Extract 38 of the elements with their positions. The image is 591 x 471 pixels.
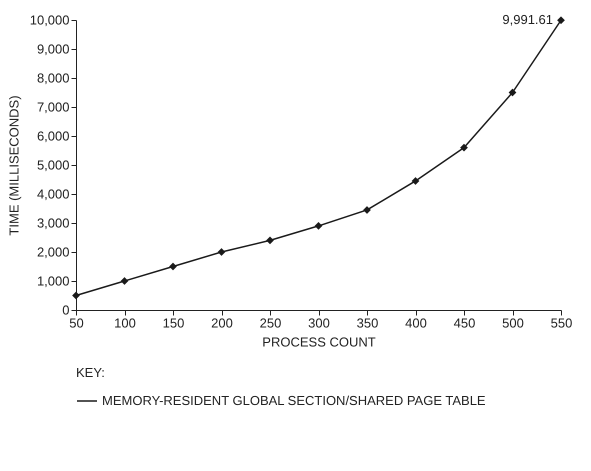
y-tick-label: 8,000: [36, 70, 70, 86]
x-tick-label: 300: [308, 316, 330, 330]
x-axis-title: PROCESS COUNT: [262, 334, 376, 350]
point: [557, 16, 565, 24]
y-tick-label: 7,000: [36, 100, 70, 114]
x-tick-label: 400: [405, 316, 427, 330]
x-tick-label: 500: [502, 316, 524, 330]
point: [218, 248, 226, 256]
point: [120, 277, 128, 285]
x-tick-label: 250: [260, 316, 282, 330]
y-axis-title: TIME (MILLISECONDS): [6, 95, 22, 236]
y-tick-label: 3,000: [36, 216, 70, 230]
y-tick-label: 4,000: [36, 186, 70, 202]
point: [363, 206, 371, 214]
y-tick-label: 2,000: [36, 244, 70, 260]
point: [266, 236, 274, 244]
y-tick-label: 1,000: [36, 274, 70, 288]
y-tick-label: 0: [62, 302, 70, 318]
point: [314, 222, 322, 230]
x-tick-label: 450: [454, 316, 476, 330]
annotation: 9,991.61: [502, 12, 553, 28]
legend-label: MEMORY-RESIDENT GLOBAL SECTION/SHARED PAGE TABLE: [102, 393, 486, 408]
x-tick-label: 550: [550, 316, 572, 330]
point: [72, 292, 80, 300]
point: [460, 144, 468, 152]
y-tick-label: 9,000: [36, 42, 70, 56]
x-tick-label: 100: [114, 316, 136, 330]
point: [169, 262, 177, 270]
legend-title: KEY:: [76, 365, 105, 380]
x-tick-label: 150: [162, 316, 184, 330]
y-tick-label: 5,000: [36, 158, 70, 172]
x-tick-label: 200: [211, 316, 233, 330]
x-tick-label: 50: [69, 316, 84, 330]
y-tick-label: 10,000: [30, 12, 70, 28]
point: [412, 177, 420, 185]
x-tick-label: 350: [356, 316, 378, 330]
y-tick-label: 6,000: [36, 128, 70, 144]
point: [508, 88, 516, 96]
